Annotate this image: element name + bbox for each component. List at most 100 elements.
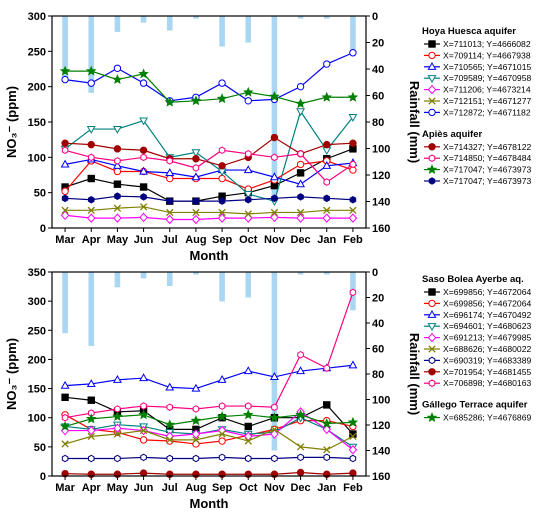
legend-swatch-marker: [427, 75, 437, 84]
y-tick-label: 350: [28, 267, 46, 279]
data-point: [140, 453, 147, 462]
data-point: [348, 213, 358, 223]
legend-entry-label: X=711206; Y=4673214: [443, 85, 531, 95]
x-tick-label: Sep: [212, 482, 232, 494]
data-point: [297, 150, 304, 158]
data-point: [192, 208, 200, 217]
data-point: [192, 454, 200, 463]
series-line: [64, 148, 354, 202]
data-point: [61, 206, 69, 214]
data-point: [296, 82, 305, 91]
y2-tick-label: 100: [372, 395, 390, 407]
data-point: [270, 212, 279, 223]
series-line: [65, 471, 353, 475]
data-point: [86, 425, 96, 436]
y2-tick-label: 120: [372, 420, 390, 432]
data-point: [60, 159, 70, 168]
x-axis-label: Month: [190, 496, 229, 511]
series-line: [64, 292, 354, 419]
plot-frame: [51, 271, 367, 477]
x-tick-label: Sep: [212, 234, 232, 246]
data-point: [323, 446, 331, 454]
data-point: [323, 401, 331, 409]
data-point: [323, 453, 331, 462]
y-tick-label: 150: [28, 384, 46, 396]
data-point: [269, 372, 279, 381]
data-point: [269, 412, 280, 423]
data-point: [61, 146, 69, 155]
legend-swatch-marker: [428, 40, 436, 48]
data-point: [191, 172, 201, 181]
y-tick-label: 300: [28, 296, 46, 308]
data-point: [192, 436, 200, 444]
legend-group-title: Gállego Terrace aquifer: [422, 400, 528, 411]
data-point: [297, 350, 304, 359]
x-tick-label: Dec: [290, 234, 310, 246]
legend-swatch-marker: [426, 412, 438, 423]
data-point: [139, 166, 149, 175]
data-point: [87, 153, 95, 162]
data-point: [271, 454, 278, 463]
data-point: [190, 95, 202, 106]
legend-swatch-marker: [428, 299, 436, 308]
rainfall-bar: [140, 272, 147, 279]
data-point: [140, 193, 147, 201]
data-point: [112, 74, 123, 85]
y-axis-label: NO₃⁻ (ppm): [4, 338, 19, 410]
legend-swatch-marker: [428, 379, 436, 387]
data-point: [139, 183, 148, 191]
data-point: [190, 415, 202, 426]
x-tick-label: May: [107, 234, 129, 246]
data-point: [348, 113, 358, 122]
y2-tick-label: 60: [372, 91, 384, 103]
data-point: [321, 418, 332, 428]
data-point: [112, 160, 122, 169]
data-point: [323, 364, 331, 372]
data-point: [296, 160, 305, 169]
x-tick-label: Nov: [264, 234, 286, 246]
data-point: [348, 445, 358, 455]
y2-tick-label: 0: [372, 267, 378, 279]
legend-entry-label: X=709589; Y=4670958: [443, 73, 531, 83]
data-point: [243, 366, 253, 375]
data-point: [218, 453, 226, 462]
series-line: [65, 136, 353, 167]
x-tick-label: Feb: [343, 482, 363, 494]
data-point: [322, 424, 332, 435]
data-point: [349, 160, 357, 169]
x-tick-label: Jan: [317, 234, 336, 246]
data-point: [113, 213, 122, 223]
legend-group-title: Hoya Huesca aquifer: [422, 26, 516, 37]
data-point: [86, 125, 96, 134]
data-point: [165, 168, 175, 176]
legend-entry-label: X=690319; Y=4683389: [443, 355, 531, 365]
data-point: [112, 411, 123, 422]
data-point: [349, 139, 357, 147]
legend-entry-label: X=712872; Y=4671182: [443, 107, 531, 117]
data-point: [87, 396, 95, 404]
data-point: [166, 197, 174, 205]
data-point: [139, 146, 148, 154]
y-tick-label: 0: [40, 223, 46, 235]
legend-swatch-marker: [427, 84, 437, 95]
legend-swatch-marker: [427, 309, 437, 318]
legend-entry-label: X=711013; Y=4666082: [443, 39, 531, 49]
data-point: [269, 172, 279, 181]
data-point: [113, 64, 122, 72]
data-point: [138, 68, 149, 79]
data-point: [348, 360, 358, 369]
data-point: [191, 149, 201, 158]
rainfall-bar: [62, 272, 68, 334]
y-tick-label: 100: [28, 413, 46, 425]
data-point: [61, 187, 69, 195]
rainfall-bar: [297, 272, 304, 275]
legend-entry-label: X=717047; Y=4673973: [443, 176, 531, 186]
legend-swatch-marker: [428, 177, 436, 185]
data-point: [296, 108, 306, 117]
data-point: [349, 206, 357, 214]
data-point: [61, 139, 69, 147]
data-point: [166, 157, 174, 165]
data-point: [244, 422, 252, 431]
y2-tick-label: 0: [372, 11, 378, 23]
data-point: [61, 75, 69, 84]
